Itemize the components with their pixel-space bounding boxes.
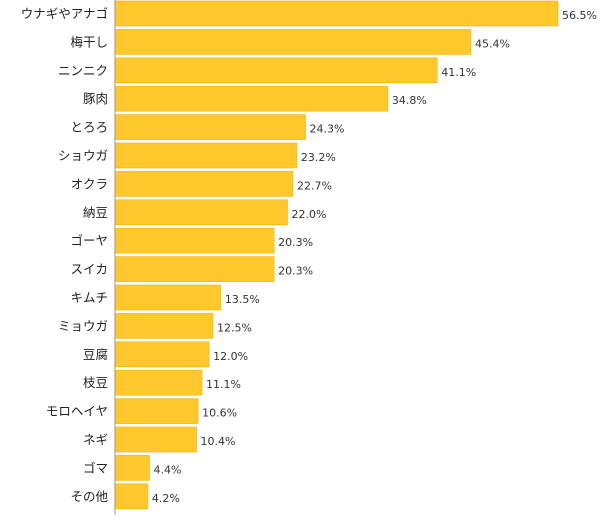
bar — [114, 114, 306, 140]
category-label: モロヘイヤ — [46, 404, 108, 419]
category-label: その他 — [70, 489, 108, 504]
value-label: 23.2% — [301, 151, 336, 164]
bar — [114, 369, 203, 396]
value-label: 12.5% — [217, 321, 252, 334]
value-label: 4.4% — [153, 463, 181, 476]
bar — [114, 199, 288, 226]
value-label: 41.1% — [441, 66, 476, 79]
value-label: 24.3% — [310, 123, 345, 136]
value-label: 22.7% — [297, 179, 332, 192]
bar — [114, 398, 199, 424]
bar — [114, 284, 222, 311]
category-label: ゴーヤ — [70, 233, 108, 248]
value-label: 20.3% — [278, 236, 313, 249]
value-label: 45.4% — [475, 37, 510, 50]
category-label: ゴマ — [83, 460, 108, 475]
value-label: 34.8% — [392, 94, 427, 107]
bar — [114, 426, 197, 453]
category-label: ミョウガ — [58, 318, 108, 333]
category-label: ウナギやアナゴ — [21, 6, 108, 21]
value-label: 56.5% — [562, 9, 597, 22]
category-label: 梅干し — [70, 34, 108, 49]
value-label: 11.1% — [206, 378, 241, 391]
value-labels-group: 56.5% 45.4% 41.1% 34.8% 24.3% 23.2% 22.7% 22.0%… — [152, 9, 597, 505]
bar — [114, 483, 149, 510]
category-labels-group: ウナギやアナゴ梅干しニンニク豚肉とろろショウガオクラ納豆ゴーヤスイカキムチミョウ… — [21, 6, 109, 504]
value-label: 4.2% — [152, 492, 180, 505]
bar — [114, 455, 150, 481]
value-label: 10.6% — [202, 407, 237, 420]
value-label: 13.5% — [225, 293, 260, 306]
category-label: ショウガ — [58, 148, 108, 163]
category-label: スイカ — [70, 262, 108, 277]
bar — [114, 142, 298, 169]
category-label: 豚肉 — [83, 91, 108, 106]
category-label: 納豆 — [83, 205, 108, 220]
value-label: 10.4% — [201, 435, 236, 448]
bar — [114, 85, 389, 112]
category-label: ネギ — [83, 432, 108, 447]
value-label: 20.3% — [278, 265, 313, 278]
category-label: キムチ — [70, 290, 108, 305]
category-label: 枝豆 — [83, 375, 108, 390]
bar — [114, 256, 275, 282]
value-label: 12.0% — [213, 350, 248, 363]
bars-group — [114, 0, 559, 510]
value-label: 22.0% — [291, 208, 326, 221]
bar — [114, 227, 275, 254]
bar — [114, 57, 438, 84]
category-label: オクラ — [71, 176, 108, 191]
bar — [114, 29, 472, 55]
bar — [114, 313, 214, 339]
bar — [114, 341, 210, 368]
bar — [114, 171, 294, 197]
category-label: とろろ — [70, 120, 108, 135]
bar — [114, 0, 559, 27]
category-label: 豆腐 — [83, 347, 108, 362]
category-label: ニンニク — [58, 63, 108, 78]
